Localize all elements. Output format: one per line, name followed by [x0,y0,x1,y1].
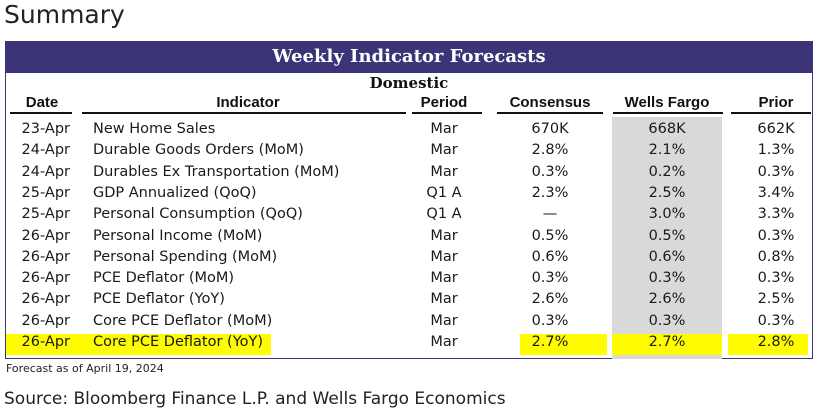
cell-wells-fargo: 668K [648,121,686,137]
cell-wells-fargo: 2.1% [648,142,686,159]
row-highlight-wells-fargo [612,334,722,355]
cell-prior: 0.3% [757,227,795,244]
cell-wells-fargo: 2.5% [648,184,686,201]
cell-date: 25-Apr [21,184,70,201]
cell-date: 24-Apr [21,163,70,180]
source-line: Source: Bloomberg Finance L.P. and Wells… [4,389,506,409]
cell-period: Mar [430,121,458,137]
cell-consensus: 0.6% [531,248,569,265]
cell-indicator: Core PCE Deflator (MoM) [93,312,273,329]
cell-consensus: 0.3% [531,163,569,180]
forecast-note: Forecast as of April 19, 2024 [6,362,164,375]
cell-consensus: 2.8% [531,142,569,159]
row-highlight-left [6,334,271,355]
cell-consensus: 2.3% [531,184,569,201]
cell-wells-fargo: 0.3% [648,270,686,287]
header-consensus: Consensus [509,94,591,111]
cell-date: 25-Apr [21,206,70,223]
cell-period: Q1 A [426,206,462,223]
cell-prior: 2.5% [757,291,795,308]
cell-prior: 2.8% [757,334,795,350]
cell-date: 23-Apr [21,121,70,137]
wells-fargo-column-shading [612,117,722,359]
header-underline-wells-fargo [613,112,723,114]
cell-prior: 0.8% [757,248,795,265]
cell-period: Mar [430,334,458,350]
header-date: Date [25,94,59,111]
header-indicator: Indicator [216,94,280,111]
cell-date: 26-Apr [21,291,70,308]
cell-period: Mar [430,227,458,244]
cell-date: 26-Apr [21,270,70,287]
cell-wells-fargo: 0.6% [648,248,686,265]
cell-prior: 1.3% [757,142,795,159]
cell-consensus: 2.7% [531,334,569,350]
header-underline-prior [731,112,811,114]
table-row: 25-Apr GDP Annualized (QoQ) Q1 A 2.3% 2.5% 3.… [0,183,823,204]
cell-wells-fargo: 0.2% [648,163,686,180]
page-title: Summary [4,0,125,29]
cell-indicator: Personal Spending (MoM) [93,248,278,265]
table-banner: Weekly Indicator Forecasts [5,41,813,73]
cell-prior: 0.3% [757,312,795,329]
header-underline-period [412,112,482,114]
cell-prior: 3.4% [757,184,795,201]
table-row: 26-Apr Personal Spending (MoM) Mar 0.6% 0.6%… [0,247,823,268]
table-row: 26-Apr PCE Deflator (YoY) Mar 2.6% 2.6% 2.5% [0,289,823,310]
cell-period: Q1 A [426,184,462,201]
header-period: Period [420,94,468,111]
cell-consensus: 670K [531,121,569,137]
cell-indicator: Durables Ex Transportation (MoM) [93,163,340,180]
cell-date: 26-Apr [21,334,70,350]
cell-period: Mar [430,270,458,287]
cell-consensus: 0.3% [531,270,569,287]
cell-prior: 3.3% [757,206,795,223]
header-underline-date [10,112,72,114]
cell-indicator: GDP Annualized (QoQ) [93,184,257,201]
cell-consensus: — [542,206,558,223]
cell-prior: 0.3% [757,270,795,287]
cell-date: 24-Apr [21,142,70,159]
table-row: 23-Apr New Home Sales Mar 670K 668K 662K [0,119,823,140]
cell-period: Mar [430,142,458,159]
table-row: 24-Apr Durable Goods Orders (MoM) Mar 2.8% 2… [0,140,823,161]
table-row: 24-Apr Durables Ex Transportation (MoM) Ma… [0,162,823,183]
cell-consensus: 2.6% [531,291,569,308]
cell-indicator: Core PCE Deflator (YoY) [93,334,264,350]
cell-wells-fargo: 0.5% [648,227,686,244]
cell-date: 26-Apr [21,312,70,329]
cell-indicator: Personal Consumption (QoQ) [93,206,303,223]
header-underline-consensus [497,112,603,114]
header-prior: Prior [758,94,794,111]
cell-date: 26-Apr [21,248,70,265]
table-row: 26-Apr Core PCE Deflator (YoY) Mar 2.7% 2.7%… [0,332,823,353]
header-underline-indicator [82,112,406,114]
cell-indicator: New Home Sales [93,121,216,137]
row-highlight-prior [728,334,808,355]
cell-prior: 662K [757,121,795,137]
cell-wells-fargo: 2.6% [648,291,686,308]
cell-wells-fargo: 3.0% [648,206,686,223]
header-wells-fargo: Wells Fargo [624,94,710,111]
cell-period: Mar [430,291,458,308]
cell-indicator: PCE Deflator (MoM) [93,270,235,287]
cell-indicator: Personal Income (MoM) [93,227,263,244]
cell-period: Mar [430,312,458,329]
cell-prior: 0.3% [757,163,795,180]
table-row: 26-Apr PCE Deflator (MoM) Mar 0.3% 0.3% 0.3% [0,268,823,289]
cell-consensus: 0.3% [531,312,569,329]
table-row: 25-Apr Personal Consumption (QoQ) Q1 A — 3.0… [0,204,823,225]
cell-wells-fargo: 2.7% [648,334,686,350]
cell-period: Mar [430,248,458,265]
cell-indicator: Durable Goods Orders (MoM) [93,142,304,159]
table-row: 26-Apr Core PCE Deflator (MoM) Mar 0.3% 0.3%… [0,311,823,332]
cell-period: Mar [430,163,458,180]
cell-indicator: PCE Deflator (YoY) [93,291,225,308]
section-label: Domestic [369,74,449,92]
row-highlight-consensus [520,334,607,355]
table-row: 26-Apr Personal Income (MoM) Mar 0.5% 0.5% 0.… [0,226,823,247]
cell-date: 26-Apr [21,227,70,244]
cell-consensus: 0.5% [531,227,569,244]
cell-wells-fargo: 0.3% [648,312,686,329]
